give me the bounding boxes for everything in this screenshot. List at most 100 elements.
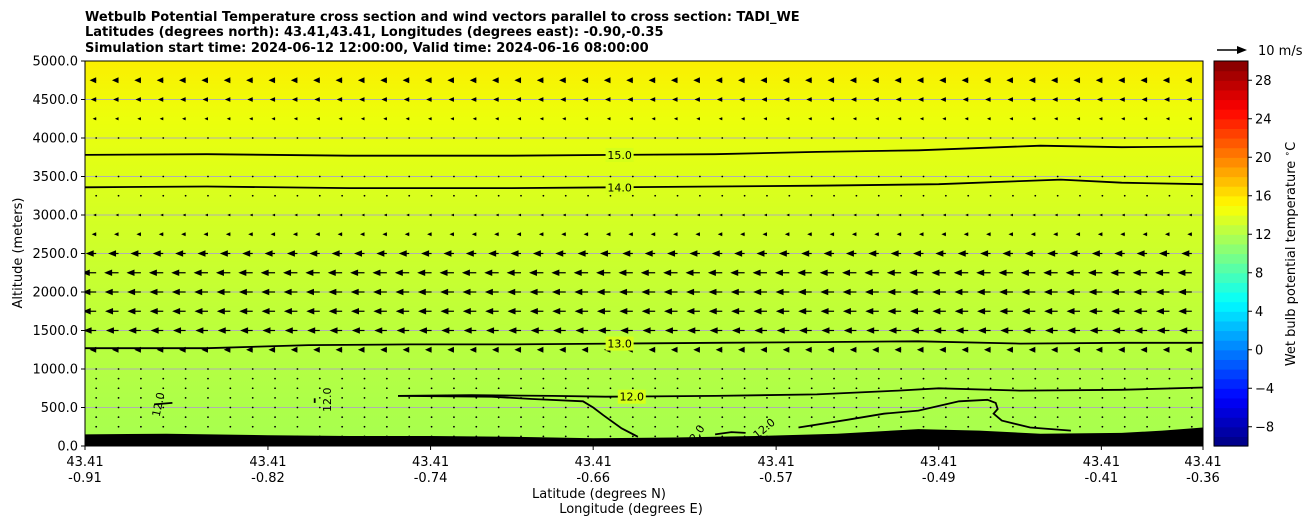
wind-vector bbox=[1043, 269, 1058, 276]
wind-vector-head bbox=[115, 213, 119, 217]
wind-vector-head bbox=[894, 346, 902, 353]
wind-vector bbox=[999, 288, 1013, 296]
wind-vector-head bbox=[808, 117, 812, 121]
wind-vector-head bbox=[619, 288, 628, 296]
wind-vector bbox=[140, 416, 142, 419]
wind-vector-head bbox=[651, 117, 656, 121]
wind-vector bbox=[607, 213, 611, 217]
wind-vector-head bbox=[619, 308, 628, 315]
wind-vector bbox=[315, 232, 320, 237]
wind-vector bbox=[853, 213, 857, 217]
wind-vector bbox=[453, 368, 455, 370]
wind-vector bbox=[475, 137, 478, 139]
wind-vector bbox=[564, 194, 567, 197]
wind-vector bbox=[649, 97, 656, 102]
wind-vector-head bbox=[875, 117, 879, 121]
wind-vector-head bbox=[1020, 269, 1029, 276]
wind-vector-head bbox=[286, 250, 295, 257]
wind-vector-head bbox=[372, 269, 381, 276]
wind-vector bbox=[1043, 288, 1058, 296]
wind-vector bbox=[274, 194, 276, 197]
wind-vector bbox=[140, 175, 142, 178]
wind-vector bbox=[967, 377, 970, 380]
wind-vector bbox=[743, 406, 746, 409]
wind-vector-head bbox=[514, 346, 522, 353]
wind-vector bbox=[274, 377, 276, 380]
wind-vector bbox=[766, 425, 768, 428]
wind-vector bbox=[184, 194, 187, 197]
wind-vector bbox=[497, 377, 500, 380]
colorbar-tick-label: 8 bbox=[1255, 266, 1263, 281]
wind-vector bbox=[640, 269, 656, 276]
wind-vector-head bbox=[784, 232, 790, 237]
wind-vector bbox=[494, 232, 499, 237]
wind-vector bbox=[877, 175, 880, 178]
wind-vector bbox=[944, 137, 947, 139]
wind-vector-head bbox=[514, 77, 522, 84]
wind-vector bbox=[743, 377, 746, 380]
wind-vector-head bbox=[1021, 288, 1030, 296]
wind-vector bbox=[999, 308, 1013, 315]
wind-vector bbox=[877, 377, 880, 380]
wind-vector-head bbox=[851, 97, 857, 102]
colorbar-tick-label: 24 bbox=[1255, 112, 1272, 127]
wind-vector bbox=[738, 346, 745, 353]
wind-vector-head bbox=[805, 77, 812, 84]
wind-vector-head bbox=[1044, 308, 1053, 315]
wind-vector bbox=[685, 269, 700, 276]
wind-vector-head bbox=[111, 77, 119, 84]
wind-vector-head bbox=[471, 232, 477, 237]
wind-vector-head bbox=[305, 288, 314, 296]
wind-vector bbox=[711, 250, 723, 257]
wind-vector bbox=[338, 117, 343, 121]
wind-vector bbox=[89, 77, 97, 84]
wind-vector-head bbox=[427, 117, 432, 121]
wind-vector-head bbox=[1089, 327, 1098, 334]
wind-vector bbox=[986, 232, 991, 237]
wind-vector bbox=[473, 213, 477, 217]
wind-vector bbox=[810, 175, 813, 178]
wind-vector bbox=[738, 77, 745, 84]
wind-vector bbox=[536, 77, 544, 84]
wind-vector-head bbox=[1032, 213, 1036, 217]
wind-vector bbox=[890, 250, 902, 257]
wind-vector bbox=[385, 137, 388, 139]
wind-vector bbox=[718, 117, 723, 121]
wind-vector bbox=[516, 232, 522, 237]
wind-vector bbox=[296, 416, 299, 419]
wind-vector bbox=[753, 308, 767, 315]
wind-vector bbox=[676, 175, 679, 178]
wind-vector-head bbox=[381, 97, 387, 102]
wind-vector bbox=[95, 137, 98, 139]
wind-vector bbox=[776, 327, 790, 334]
wind-vector bbox=[376, 250, 387, 257]
wind-vector-head bbox=[785, 117, 790, 121]
wind-vector bbox=[763, 117, 767, 121]
wind-vector bbox=[341, 137, 344, 139]
wind-vector bbox=[1007, 97, 1013, 102]
wind-vector bbox=[475, 368, 478, 370]
wind-vector bbox=[363, 416, 366, 419]
contour-line bbox=[85, 144, 1203, 157]
wind-vector bbox=[1136, 250, 1148, 257]
wind-vector-head bbox=[694, 97, 700, 102]
wind-vector-head bbox=[986, 117, 991, 121]
wind-vector bbox=[609, 387, 612, 390]
wind-vector bbox=[542, 387, 545, 390]
wind-vector-head bbox=[650, 232, 656, 237]
title-line-3: Simulation start time: 2024-06-12 12:00:… bbox=[85, 41, 649, 56]
wind-vector bbox=[820, 308, 835, 315]
wind-vector bbox=[114, 232, 119, 237]
wind-vector-head bbox=[108, 250, 117, 257]
wind-vector bbox=[609, 194, 612, 197]
wind-vector-head bbox=[778, 250, 787, 257]
wind-vector-head bbox=[1179, 327, 1188, 334]
wind-vector bbox=[162, 377, 165, 380]
wind-vector bbox=[699, 387, 701, 390]
wind-vector bbox=[622, 250, 633, 257]
wind-vector bbox=[229, 425, 232, 428]
wind-vector bbox=[351, 327, 365, 334]
wind-vector bbox=[564, 425, 567, 428]
wind-vector bbox=[269, 97, 276, 102]
colorbar-segment bbox=[1214, 340, 1248, 351]
